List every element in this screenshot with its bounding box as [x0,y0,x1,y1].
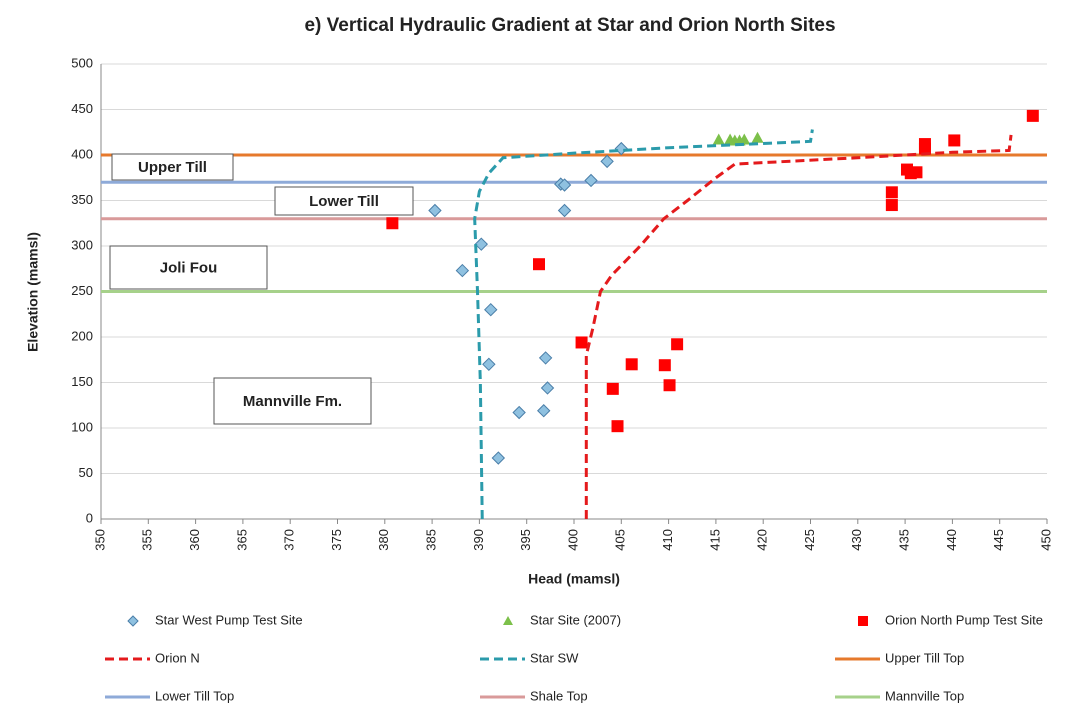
x-tick-label: 415 [707,529,722,551]
x-tick-label: 450 [1038,529,1053,551]
x-tick-label: 435 [897,529,912,551]
data-point [948,134,961,147]
data-point [512,405,526,420]
legend-symbol [127,615,139,627]
x-tick-label: 355 [140,529,155,551]
y-tick-label: 50 [79,465,93,480]
data-point [611,420,624,433]
data-point [614,141,629,156]
data-point [557,178,572,192]
data-point [428,203,442,218]
x-tick-label: 350 [92,529,107,551]
y-tick-label: 450 [71,101,93,116]
x-tick-label: 375 [329,529,344,551]
annotation: Upper Till [138,159,207,176]
x-tick-label: 365 [234,529,249,551]
data-line [584,134,1013,519]
x-tick-label: 440 [944,529,959,551]
data-point [1026,109,1039,122]
x-tick-label: 395 [518,529,533,551]
y-tick-label: 250 [71,283,93,298]
legend-label: Orion N [155,650,200,665]
data-point [538,351,553,365]
data-point [885,186,898,199]
data-point [557,203,572,218]
data-point [885,199,898,212]
data-point [484,302,498,317]
legend-symbol [858,616,868,626]
data-point [751,131,764,143]
chart-title: e) Vertical Hydraulic Gradient at Star a… [304,15,835,36]
annotation-box [111,153,234,181]
x-tick-label: 400 [565,529,580,551]
x-tick-label: 390 [471,529,486,551]
x-axis-title: Head (mamsl) [528,571,620,587]
x-tick-label: 380 [376,529,391,551]
annotation-box [109,245,268,290]
x-tick-label: 360 [187,529,202,551]
y-tick-label: 100 [71,419,93,434]
data-point [474,237,488,251]
data-point [482,357,496,372]
data-point [671,338,684,351]
data-point [455,263,470,278]
annotation: Lower Till [309,193,379,210]
legend-label: Mannville Top [885,688,964,703]
legend-label: Star West Pump Test Site [155,612,303,627]
data-point [584,173,598,188]
data-point [532,258,545,271]
data-point [658,359,671,372]
annotation: Mannville Fm. [243,393,342,410]
x-tick-label: 370 [282,529,297,551]
data-point [712,133,725,145]
data-point [386,217,399,230]
x-tick-label: 430 [849,529,864,551]
data-point [600,154,614,169]
data-point [540,381,555,395]
y-tick-label: 400 [71,146,93,161]
x-tick-label: 405 [613,529,628,551]
x-tick-label: 420 [755,529,770,551]
y-tick-label: 0 [86,510,93,525]
data-point [625,358,638,371]
data-point [537,404,551,418]
data-point [738,133,751,145]
data-point [918,142,931,155]
data-point [663,379,676,392]
x-tick-label: 385 [424,529,439,551]
annotation-box [274,186,414,216]
legend-label: Shale Top [530,688,588,703]
data-point [910,166,923,179]
legend-label: Star SW [530,650,579,665]
y-tick-label: 150 [71,374,93,389]
data-point [606,382,619,395]
x-tick-label: 410 [660,529,675,551]
y-tick-label: 300 [71,237,93,252]
annotation: Joli Fou [160,259,218,276]
y-tick-label: 500 [71,55,93,70]
annotation-box [213,377,372,425]
x-tick-label: 425 [802,529,817,551]
legend-label: Orion North Pump Test Site [885,612,1043,627]
y-tick-label: 200 [71,328,93,343]
x-tick-label: 445 [991,529,1006,551]
y-axis-title: Elevation (mamsl) [25,232,41,352]
data-line [473,129,814,520]
legend-label: Upper Till Top [885,650,964,665]
data-point [491,451,506,465]
y-tick-label: 350 [71,192,93,207]
legend-symbol [503,616,513,625]
legend-label: Star Site (2007) [530,612,621,627]
data-point [575,336,588,349]
legend-label: Lower Till Top [155,688,234,703]
